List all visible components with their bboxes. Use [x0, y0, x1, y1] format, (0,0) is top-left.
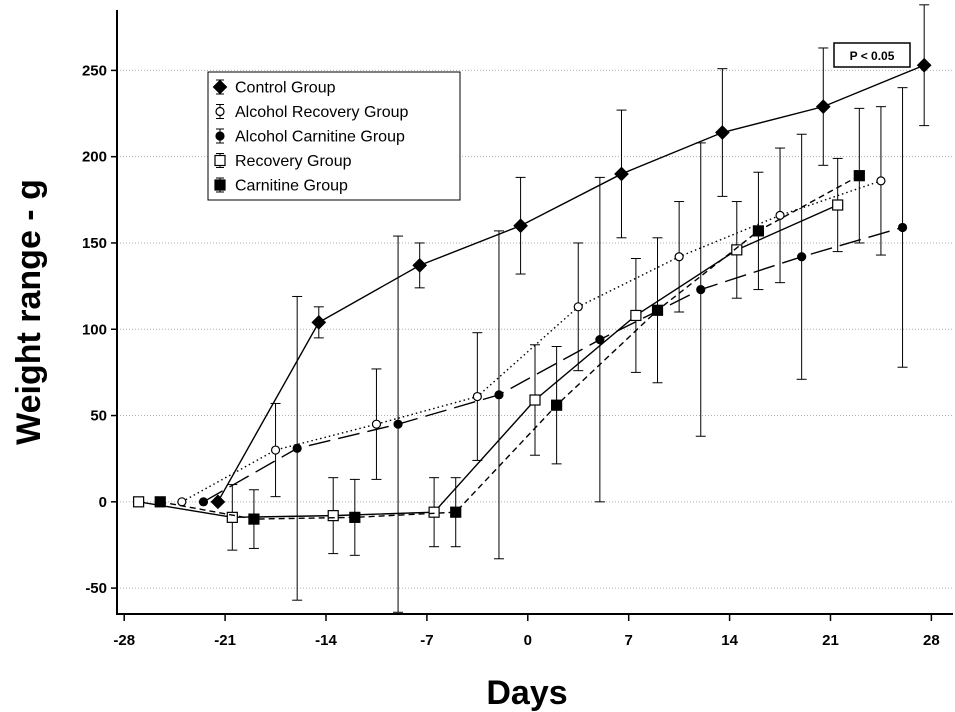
data-point — [270, 445, 281, 455]
legend-label: Recovery Group — [235, 153, 352, 170]
data-point — [248, 513, 260, 525]
data-point — [630, 309, 642, 322]
y-tick-label: 0 — [99, 494, 107, 511]
series-line — [181, 180, 882, 503]
data-point — [472, 391, 482, 402]
data-point — [371, 419, 382, 429]
legend-marker — [214, 179, 226, 191]
series-1 — [177, 106, 886, 507]
data-point — [177, 497, 187, 507]
x-tick-label: 14 — [721, 632, 738, 649]
data-point — [412, 258, 428, 273]
legend-label: Alcohol Recovery Group — [235, 104, 409, 121]
data-point — [393, 419, 403, 429]
data-point — [494, 390, 504, 400]
data-point — [292, 443, 302, 453]
data-point — [551, 399, 563, 411]
legend-marker — [215, 131, 225, 141]
series — [133, 4, 932, 613]
legend-marker — [214, 154, 226, 167]
series-line — [203, 226, 903, 503]
data-point — [311, 315, 327, 330]
legend-item-2: Alcohol Carnitine Group — [215, 128, 405, 146]
data-point — [752, 225, 765, 237]
data-point — [327, 510, 339, 522]
data-point — [815, 99, 831, 114]
data-point — [529, 394, 541, 406]
y-tick-label: 200 — [82, 149, 107, 166]
data-point — [651, 304, 664, 316]
data-point — [513, 218, 528, 234]
y-tick-label: -50 — [85, 580, 107, 597]
y-axis-title: Weight range - g — [10, 179, 48, 445]
data-point — [731, 244, 743, 256]
y-tick-label: 150 — [82, 235, 107, 252]
annotation-box: P < 0.05 — [833, 42, 911, 68]
data-point — [154, 496, 166, 508]
y-tick-label: 250 — [82, 62, 107, 79]
series-2 — [198, 87, 908, 613]
x-axis-title: Days — [486, 674, 567, 712]
data-point — [775, 210, 785, 220]
legend-frame — [207, 71, 461, 201]
x-tick-label: -14 — [315, 632, 337, 649]
data-point — [674, 252, 684, 262]
legend-item-0: Control Group — [212, 79, 336, 97]
series-0 — [210, 4, 932, 510]
legend-label: Control Group — [235, 80, 336, 97]
axes — [116, 10, 953, 615]
series-3 — [133, 157, 844, 555]
data-point — [853, 170, 865, 182]
tick-marks: -50 0 50 100 150 200 250 -28 -21 -14 -7 0 7 14 21 28 — [82, 62, 940, 649]
gridlines — [117, 69, 953, 589]
y-tick-label: 50 — [90, 408, 107, 425]
x-tick-label: 0 — [524, 632, 532, 649]
data-point — [715, 125, 730, 140]
legend-marker — [215, 106, 225, 117]
data-point — [696, 284, 706, 295]
x-tick-label: -7 — [420, 632, 433, 649]
data-point — [198, 497, 209, 507]
legend-label: Alcohol Carnitine Group — [235, 129, 405, 146]
legend-item-4: Carnitine Group — [214, 177, 348, 195]
data-point — [595, 335, 605, 345]
legend: Control Group Alcohol Recovery Group Alcoh… — [207, 71, 461, 201]
data-point — [428, 506, 440, 518]
data-point — [210, 494, 226, 510]
data-point — [133, 496, 145, 508]
x-tick-label: 21 — [822, 632, 839, 649]
data-point — [832, 199, 844, 211]
data-point — [897, 222, 908, 233]
y-tick-label: 100 — [82, 321, 107, 338]
data-point — [797, 252, 807, 262]
annotation-text: P < 0.05 — [850, 49, 895, 63]
x-tick-label: 7 — [625, 632, 633, 649]
data-point — [916, 57, 932, 73]
series-line — [217, 64, 925, 503]
legend-item-3: Recovery Group — [214, 153, 352, 170]
x-tick-label: -28 — [113, 632, 135, 649]
data-point — [876, 176, 886, 186]
legend-label: Carnitine Group — [235, 178, 348, 195]
legend-marker — [212, 79, 228, 95]
data-point — [614, 166, 629, 182]
data-point — [226, 511, 238, 523]
data-point — [450, 506, 462, 518]
data-point — [573, 302, 583, 312]
series-4 — [154, 107, 865, 556]
legend-item-1: Alcohol Recovery Group — [215, 104, 409, 121]
x-tick-label: -21 — [214, 632, 236, 649]
data-point — [349, 511, 361, 523]
x-tick-label: 28 — [923, 632, 940, 649]
series-line — [160, 175, 860, 520]
annotation-frame — [833, 42, 911, 68]
